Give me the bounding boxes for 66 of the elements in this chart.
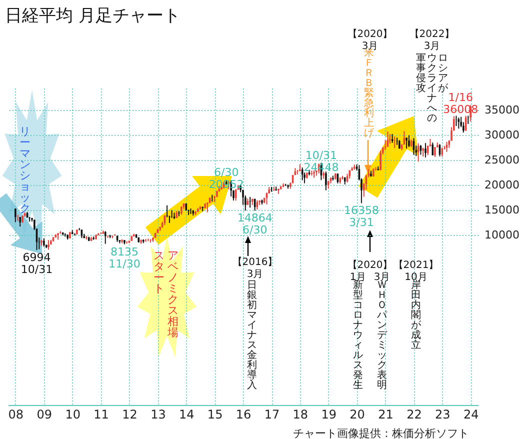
annotation: リーマンショック	[20, 125, 30, 215]
x-tick-label: 20	[350, 408, 365, 422]
x-tick-label: 13	[150, 408, 166, 422]
candlestick	[424, 142, 426, 158]
x-tick-label: 22	[406, 408, 422, 422]
text: 日銀初マイナス金利導入	[247, 280, 257, 391]
y-tick-label: 15000	[484, 204, 520, 216]
x-tick-label: 19	[321, 408, 337, 422]
y-tick-label: 10000	[484, 228, 520, 242]
candlestick	[48, 240, 50, 250]
candlestick	[104, 230, 106, 244]
annotation: 【2016】	[232, 256, 278, 268]
x-tick-label: 18	[292, 408, 308, 422]
text: チャート画像提供：株価分析ソフト	[293, 427, 469, 439]
annotation: 8135 11/30	[108, 245, 140, 270]
candlestick	[249, 196, 251, 208]
x-tick-label: 12	[122, 408, 138, 422]
annotation: 【2021】	[393, 259, 439, 271]
annotation: スタート	[154, 249, 164, 295]
annotation: 6/30 20952	[208, 166, 244, 192]
text: 【2022】	[409, 28, 455, 40]
candlestick	[394, 136, 396, 149]
candlestick	[408, 134, 410, 148]
candlestick	[388, 134, 391, 144]
x-tick-label: 17	[264, 408, 280, 422]
x-tick-label: 11	[94, 408, 109, 422]
annotation: 6994 10/31	[20, 251, 53, 276]
annotation: ロシアが	[438, 53, 449, 94]
x-tick-label: 09	[36, 408, 52, 422]
candlestick	[325, 171, 327, 191]
annotation: アベノミクス相場	[166, 249, 178, 339]
candlestick	[458, 117, 460, 130]
candlestick	[384, 140, 386, 150]
candlestick	[380, 150, 382, 171]
x-tick-label: 14	[179, 408, 194, 422]
x-tick-label: 16	[236, 408, 252, 422]
text: 3月	[424, 41, 440, 52]
text: 新型コロナウィルス発生	[353, 280, 363, 391]
y-tick-label: 20000	[484, 178, 520, 192]
x-tick-label: 15	[207, 408, 223, 422]
candlestick	[270, 186, 272, 192]
annotation: 岸田内閣が成立	[411, 279, 422, 351]
annotation: 【2020】	[347, 259, 393, 271]
y-tick-label: 30000	[484, 128, 520, 142]
candlestick	[14, 208, 16, 223]
x-tick-label: 21	[378, 408, 394, 422]
y-tick-label: 25000	[484, 154, 520, 166]
annotation: ウクライナへの	[427, 53, 437, 124]
x-tick-label: 23	[435, 408, 450, 422]
text: 【2020】	[347, 28, 393, 40]
annotation: 軍事侵攻	[416, 53, 426, 94]
candlestick	[406, 137, 408, 150]
candlestick	[434, 146, 436, 158]
text: 米ＦＲＢ緊急利上げ	[364, 48, 374, 139]
annotation: 16358 3/31	[344, 204, 379, 230]
x-tick-label: 10	[65, 408, 80, 422]
candlestick	[396, 137, 398, 146]
chart-title: 日経平均 月足チャート	[5, 6, 180, 26]
text: ＷＨＯパンデミック表明	[377, 280, 387, 391]
candlestick	[19, 216, 21, 228]
x-tick-label: 24	[463, 408, 479, 422]
annotation: 14864 6/30	[237, 212, 272, 237]
annotation: 3月	[246, 269, 264, 280]
y-tick-label: 35000	[484, 104, 520, 116]
x-tick-label: 08	[8, 408, 24, 422]
candlestick	[273, 186, 275, 192]
